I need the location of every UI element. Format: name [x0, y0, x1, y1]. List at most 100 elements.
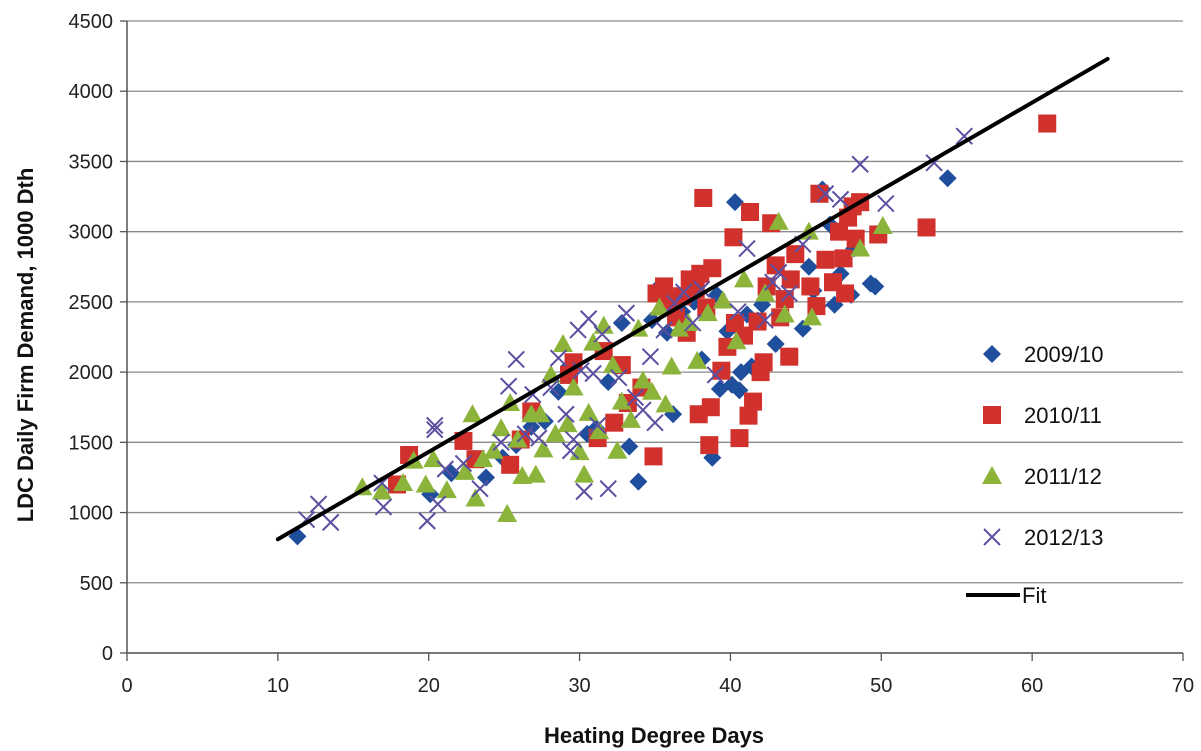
- data-point: [507, 350, 525, 369]
- gridlines: [127, 20, 1183, 654]
- data-point: [321, 513, 340, 532]
- data-point: [799, 257, 818, 276]
- y-tick-label: 2000: [69, 362, 114, 384]
- data-point: [575, 482, 593, 501]
- data-point: [816, 185, 835, 203]
- data-point: [641, 347, 660, 366]
- data-point: [669, 318, 690, 337]
- y-tick-label: 4000: [69, 81, 114, 103]
- x-tick-label: 70: [1172, 675, 1194, 697]
- data-point: [465, 488, 486, 507]
- data-point: [632, 370, 653, 389]
- fit-line-group: [275, 56, 1110, 542]
- data-point: [512, 466, 533, 485]
- data-point: [454, 454, 473, 473]
- fit-line: [275, 56, 1110, 542]
- legend-marker: [983, 406, 1001, 424]
- data-point: [507, 429, 528, 448]
- data-point: [516, 425, 534, 443]
- data-point: [626, 388, 645, 407]
- data-point: [557, 405, 575, 423]
- data-point: [694, 188, 713, 207]
- data-point: [744, 392, 763, 411]
- y-tick-label: 3500: [69, 151, 114, 173]
- data-point: [751, 363, 770, 382]
- y-tick-label: 0: [102, 643, 113, 665]
- data-point: [629, 472, 648, 491]
- data-point: [418, 512, 436, 530]
- data-point: [491, 418, 512, 437]
- data-point: [739, 406, 758, 425]
- x-tick-labels: 0 10 20 30 40 50 60 70: [121, 675, 1194, 697]
- data-point: [766, 335, 785, 354]
- data-point: [955, 127, 973, 145]
- legend-label: 2010/11: [1024, 403, 1102, 428]
- data-point: [557, 414, 578, 433]
- legend-item: 2012/13: [983, 525, 1104, 550]
- data-point: [851, 155, 869, 173]
- x-tick-label: 30: [568, 675, 590, 697]
- data-point: [655, 394, 676, 413]
- data-point: [620, 409, 641, 428]
- data-point: [877, 194, 895, 213]
- data-point: [436, 480, 457, 499]
- data-point: [780, 284, 798, 303]
- data-point: [687, 350, 708, 369]
- data-point: [780, 347, 799, 366]
- data-point: [436, 460, 455, 478]
- data-point: [593, 315, 614, 334]
- data-point: [831, 190, 850, 209]
- data-point: [549, 382, 568, 401]
- data-point: [769, 263, 788, 282]
- x-tick-label: 10: [267, 675, 289, 697]
- data-point: [730, 381, 749, 400]
- data-point: [477, 468, 496, 487]
- data-point: [755, 283, 776, 302]
- data-point: [371, 481, 392, 500]
- legend-label: 2011/12: [1024, 464, 1102, 489]
- y-tick-label: 1000: [69, 503, 114, 525]
- data-point: [938, 169, 957, 188]
- data-point: [649, 297, 670, 316]
- data-point: [429, 495, 447, 513]
- legend-label: 2012/13: [1024, 525, 1104, 550]
- data-point: [545, 423, 566, 442]
- legend-item-fit: Fit: [966, 583, 1046, 608]
- data-point: [850, 238, 871, 257]
- data-point: [726, 331, 747, 350]
- data-point: [620, 437, 639, 456]
- data-point: [473, 449, 494, 468]
- data-point: [309, 495, 328, 513]
- data-point: [724, 228, 743, 247]
- series-2011-12: [352, 211, 893, 522]
- data-point: [872, 216, 893, 235]
- data-point: [741, 203, 760, 222]
- data-point: [374, 498, 393, 516]
- data-point: [801, 307, 822, 326]
- data-point: [816, 250, 835, 269]
- y-tick-labels: 0 500 1000 1500 2000 2500 3000 3500 4000 4500: [69, 11, 114, 665]
- data-point: [655, 321, 673, 339]
- data-point: [786, 245, 805, 264]
- data-point: [552, 334, 573, 353]
- data-point: [730, 429, 749, 448]
- data-point: [561, 442, 580, 460]
- data-point: [497, 503, 518, 522]
- data-point: [712, 290, 733, 309]
- x-tick-label: 40: [719, 675, 741, 697]
- legend-item: 2010/11: [983, 403, 1102, 428]
- data-point: [810, 184, 829, 203]
- data-point: [415, 474, 436, 493]
- y-axis-title: LDC Daily Firm Demand, 1000 Dth: [13, 168, 38, 523]
- data-point: [729, 303, 747, 321]
- data-point: [617, 304, 636, 322]
- legend-marker: [982, 466, 1002, 484]
- data-point: [588, 416, 607, 435]
- data-point: [738, 239, 756, 258]
- data-point: [426, 416, 444, 435]
- legend-marker: [983, 528, 1001, 546]
- data-point: [602, 355, 623, 374]
- data-point: [731, 363, 750, 382]
- data-point: [578, 402, 599, 421]
